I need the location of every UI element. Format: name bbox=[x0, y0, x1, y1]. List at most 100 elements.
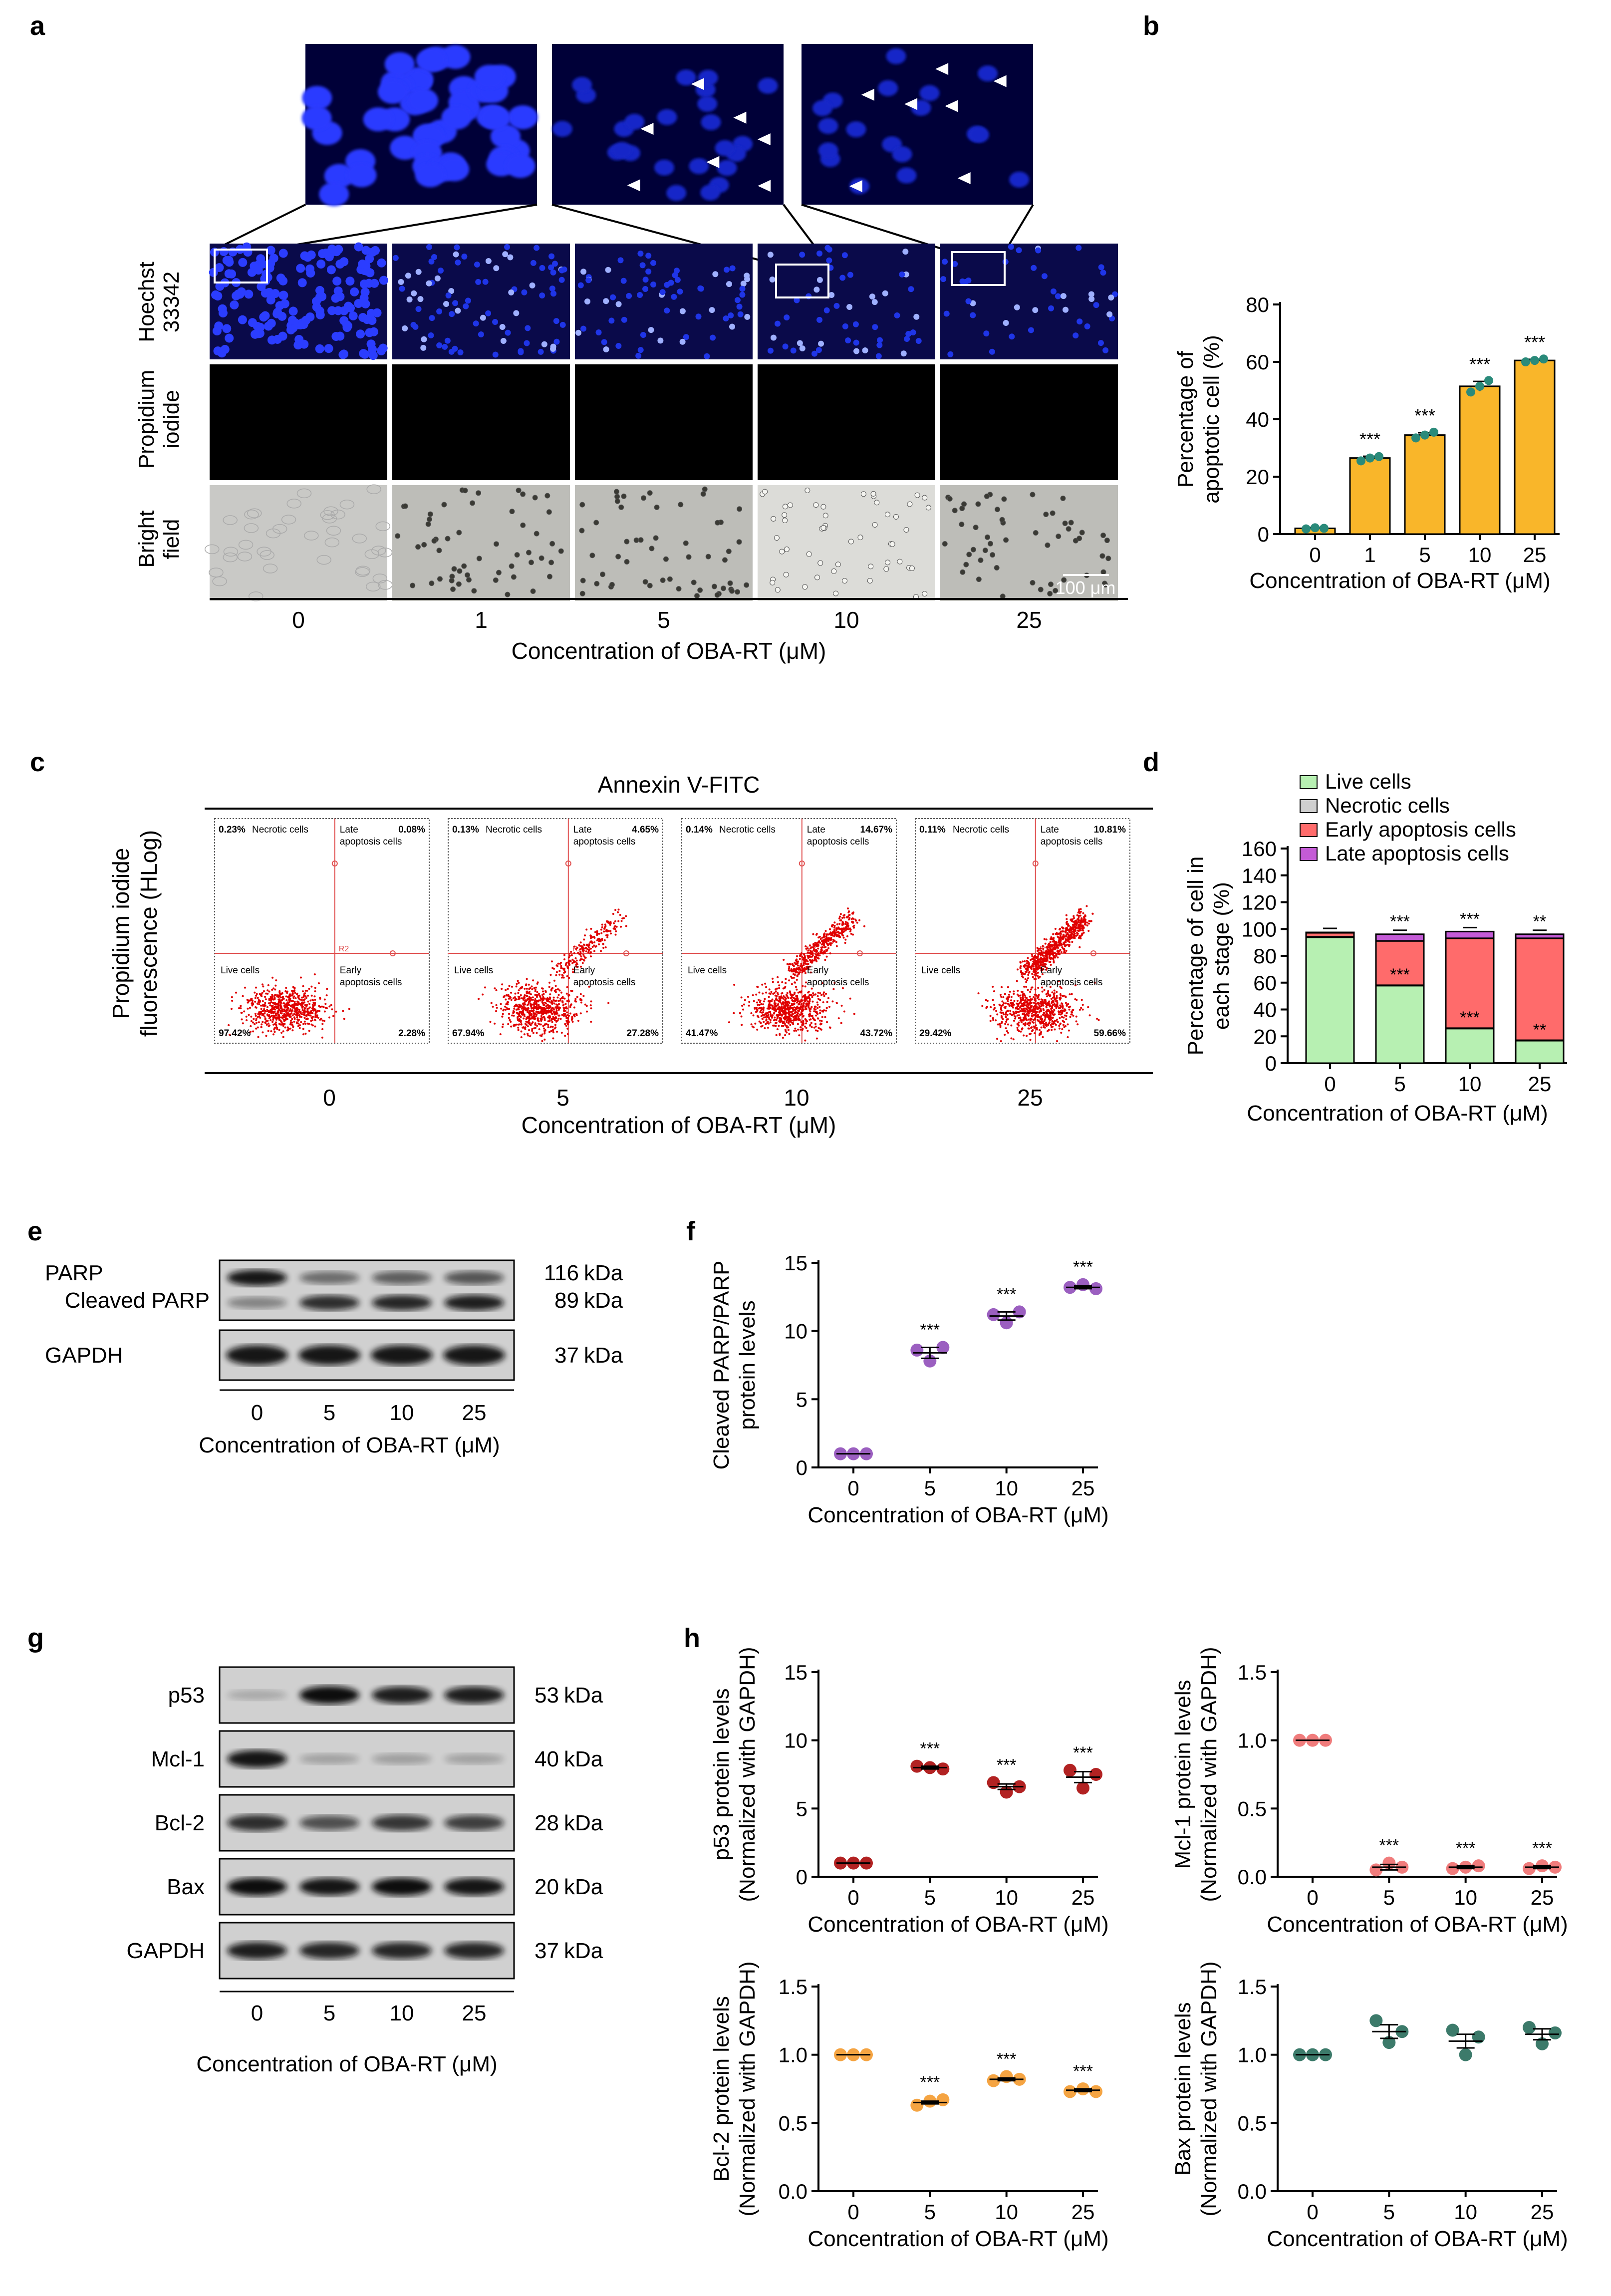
event-dot bbox=[551, 1021, 553, 1023]
event-dot bbox=[260, 1004, 263, 1007]
event-dot bbox=[1022, 1005, 1025, 1008]
event-dot bbox=[977, 992, 980, 995]
event-dot bbox=[271, 988, 273, 991]
event-dot bbox=[1064, 1025, 1067, 1027]
event-dot bbox=[302, 1023, 304, 1025]
event-dot bbox=[328, 1016, 330, 1019]
cell bbox=[813, 502, 819, 508]
event-dot bbox=[1051, 1009, 1053, 1012]
event-dot bbox=[230, 1008, 233, 1010]
event-dot bbox=[587, 951, 589, 954]
event-dot bbox=[510, 1025, 513, 1028]
cell bbox=[649, 546, 655, 552]
event-dot bbox=[1016, 1014, 1019, 1017]
event-dot bbox=[292, 1005, 294, 1007]
event-dot bbox=[566, 1027, 569, 1030]
event-dot bbox=[777, 1007, 779, 1010]
event-dot bbox=[1021, 1019, 1024, 1022]
brightfield-image bbox=[205, 484, 393, 601]
event-dot bbox=[1084, 921, 1086, 924]
cell bbox=[1003, 537, 1009, 543]
nucleus bbox=[823, 307, 830, 313]
nucleus bbox=[942, 259, 948, 265]
event-dot bbox=[1026, 1001, 1029, 1004]
nucleus bbox=[1100, 270, 1106, 276]
event-dot bbox=[247, 1007, 249, 1010]
event-dot bbox=[559, 1018, 562, 1020]
event-dot bbox=[593, 935, 595, 938]
event-dot bbox=[803, 964, 805, 966]
nucleus bbox=[989, 348, 995, 355]
event-dot bbox=[1036, 968, 1039, 971]
event-dot bbox=[817, 991, 819, 994]
event-dot bbox=[805, 1000, 807, 1002]
event-dot bbox=[545, 1011, 548, 1013]
confluent-cell bbox=[247, 508, 262, 519]
necrotic-pct: 0.13% bbox=[452, 825, 479, 835]
event-dot bbox=[805, 981, 807, 984]
nucleus bbox=[225, 333, 234, 343]
event-dot bbox=[589, 952, 591, 955]
cell bbox=[621, 493, 627, 499]
event-dot bbox=[623, 917, 625, 919]
event-dot bbox=[555, 971, 558, 973]
event-dot bbox=[813, 1026, 815, 1029]
event-dot bbox=[1036, 994, 1038, 997]
inset bbox=[802, 44, 1033, 205]
event-dot bbox=[761, 1025, 764, 1027]
event-dot bbox=[560, 965, 562, 967]
event-dot bbox=[854, 918, 857, 921]
event-dot bbox=[560, 1031, 563, 1034]
event-dot bbox=[553, 979, 555, 982]
event-dot bbox=[599, 940, 602, 942]
nucleus bbox=[853, 348, 860, 354]
cell bbox=[395, 533, 401, 539]
event-dot bbox=[306, 1013, 308, 1016]
event-dot bbox=[1025, 997, 1028, 999]
cell bbox=[872, 522, 878, 528]
event-dot bbox=[537, 1019, 539, 1022]
event-dot bbox=[1048, 1021, 1051, 1024]
event-dot bbox=[1037, 987, 1040, 989]
event-dot bbox=[273, 1028, 275, 1031]
event-dot bbox=[1082, 931, 1085, 934]
event-dot bbox=[520, 994, 522, 996]
event-dot bbox=[584, 934, 586, 937]
cell bbox=[857, 535, 863, 541]
event-dot bbox=[1004, 993, 1006, 995]
cell bbox=[654, 504, 660, 510]
event-dot bbox=[601, 926, 603, 928]
event-dot bbox=[1071, 1009, 1074, 1012]
cell bbox=[999, 517, 1005, 523]
panel-a-tick-label: 0 bbox=[292, 607, 305, 633]
cell bbox=[614, 498, 620, 504]
y-axis-label: Percentage ofapoptotic cell (%) bbox=[1173, 335, 1224, 503]
event-dot bbox=[1010, 1037, 1013, 1040]
nucleus bbox=[465, 297, 471, 304]
event-dot bbox=[1063, 1016, 1065, 1019]
event-dot bbox=[819, 1012, 821, 1014]
cell bbox=[774, 535, 780, 541]
nucleus bbox=[296, 264, 305, 273]
event-dot bbox=[620, 925, 622, 928]
cell bbox=[558, 548, 564, 554]
event-dot bbox=[602, 943, 604, 945]
event-dot bbox=[798, 1010, 800, 1012]
event-dot bbox=[802, 1015, 805, 1017]
event-dot bbox=[807, 996, 810, 999]
event-dot bbox=[548, 986, 550, 988]
event-dot bbox=[1026, 979, 1029, 982]
event-dot bbox=[268, 1024, 270, 1027]
event-dot bbox=[331, 1008, 333, 1011]
event-dot bbox=[557, 1017, 560, 1020]
event-dot bbox=[820, 1023, 822, 1025]
nucleus bbox=[913, 313, 920, 320]
event-dot bbox=[847, 915, 849, 918]
event-dot bbox=[1056, 953, 1058, 955]
event-dot bbox=[567, 994, 570, 997]
event-dot bbox=[268, 1014, 270, 1017]
event-dot bbox=[546, 1007, 549, 1009]
nucleus bbox=[965, 298, 972, 304]
nucleus bbox=[736, 303, 743, 310]
